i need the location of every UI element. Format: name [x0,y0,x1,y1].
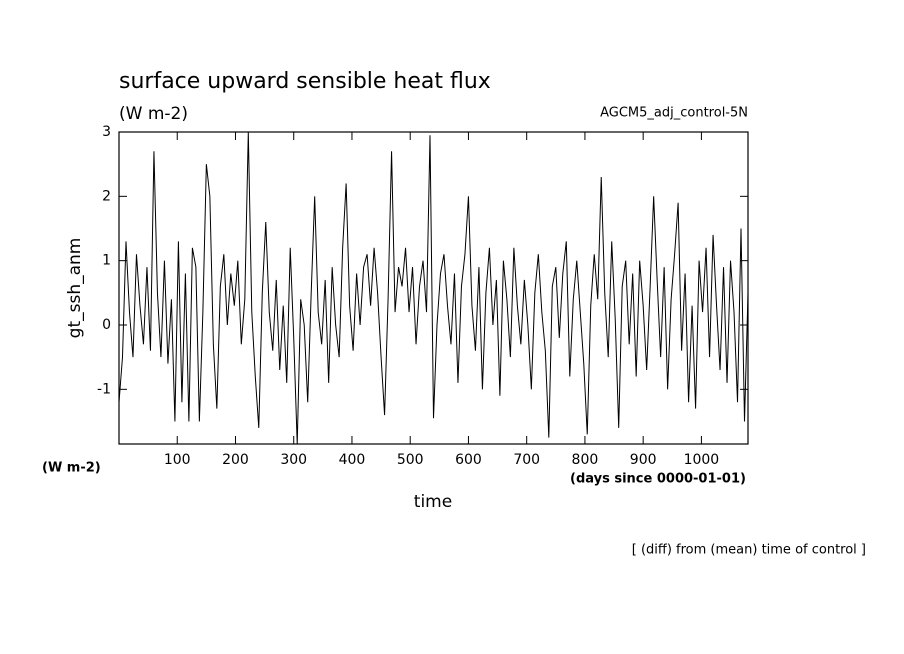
x-tick-label: 100 [164,452,191,468]
x-tick-label: 800 [572,452,599,468]
data-line [118,131,749,445]
annotation: AGCM5_adj_control-5N [600,106,748,121]
x-units: (days since 0000-01-01) [570,472,746,487]
y-tick-label: 1 [102,253,111,269]
plot-frame [118,131,749,445]
y-tick-label: 3 [102,124,111,140]
y-axis-label: gt_ssh_anm [65,238,85,339]
x-tick-label: 500 [397,452,424,468]
x-tick-label: 600 [455,452,482,468]
y-tick-label: 2 [102,188,111,204]
x-tick-label: 1000 [684,452,720,468]
chart-title: surface upward sensible heat flux [119,69,491,94]
x-tick-label: 400 [339,452,366,468]
y-units: (W m-2) [42,461,101,476]
x-tick-label: 700 [513,452,540,468]
chart-subtitle: (W m-2) [119,104,188,124]
x-tick-label: 300 [280,452,307,468]
x-axis-label: time [414,492,452,512]
x-tick-label: 200 [222,452,249,468]
y-tick-label: 0 [102,317,111,333]
y-tick-label: -1 [97,381,111,397]
footer: [ (diff) from (mean) time of control ] [632,543,866,558]
x-tick-label: 900 [630,452,657,468]
